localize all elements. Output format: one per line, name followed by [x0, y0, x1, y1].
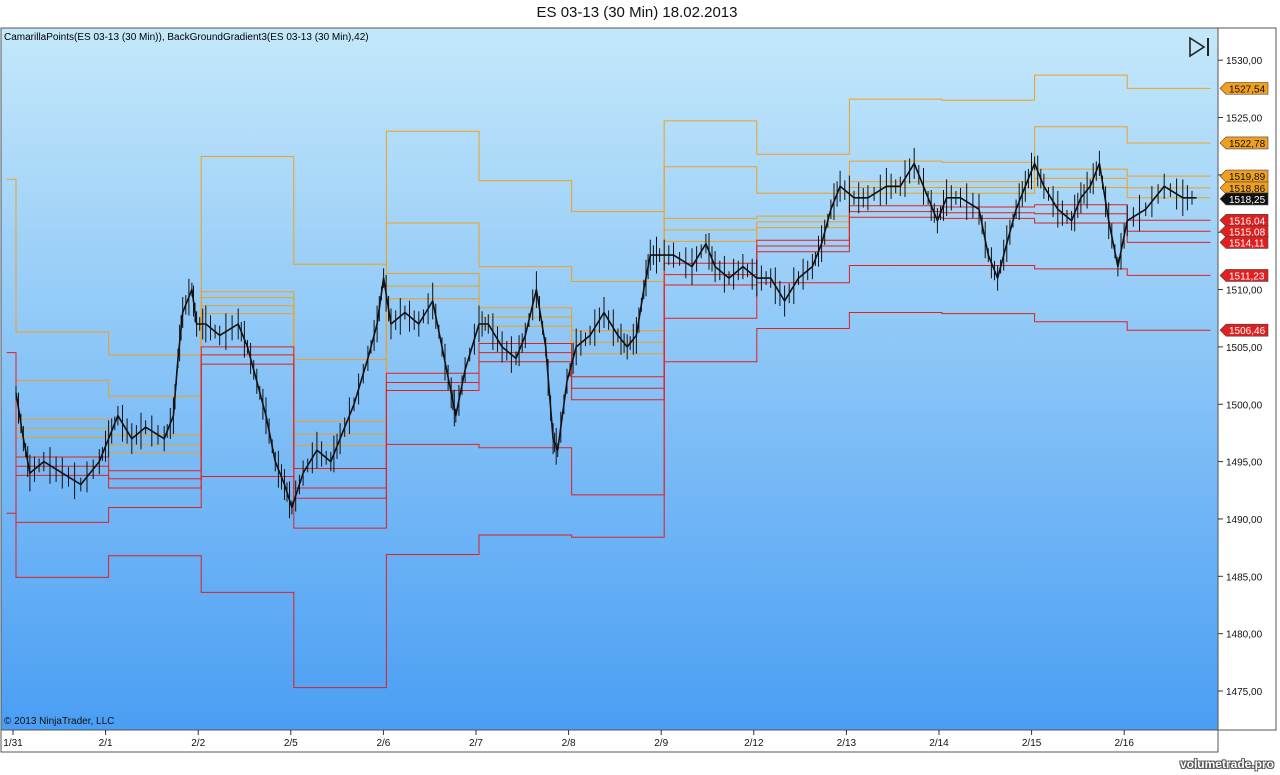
- x-tick-label: 2/16: [1114, 738, 1134, 749]
- x-tick-label: 2/9: [654, 738, 668, 749]
- x-tick-label: 2/7: [469, 738, 483, 749]
- x-tick-label: 1/31: [3, 738, 23, 749]
- x-tick-label: 2/15: [1022, 738, 1042, 749]
- price-line: [15, 162, 1197, 509]
- price-label-text: 1516,04: [1229, 216, 1266, 227]
- y-tick-label: 1480,00: [1226, 630, 1263, 641]
- y-tick-label: 1475,00: [1226, 687, 1263, 698]
- price-label-text: 1519,89: [1229, 172, 1266, 183]
- x-tick-label: 2/2: [191, 738, 205, 749]
- x-tick-label: 2/8: [562, 738, 576, 749]
- price-label-tag-support: [1219, 236, 1269, 249]
- x-axis-panel: [0, 729, 1219, 753]
- price-label-text: 1527,54: [1229, 84, 1266, 95]
- price-label-text: 1518,25: [1229, 195, 1266, 206]
- support-line-9: [6, 312, 1211, 689]
- y-tick-label: 1530,00: [1226, 56, 1263, 67]
- resistance-line-1: [16, 126, 1211, 397]
- y-axis-panel: [1217, 27, 1277, 731]
- price-label-text: 1511,23: [1229, 271, 1265, 282]
- price-label-tag-support: [1219, 224, 1269, 238]
- price-label-tag-resistance: [1219, 169, 1269, 183]
- indicator-label: CamarillaPoints(ES 03-13 (30 Min)), Back…: [4, 32, 369, 43]
- price-label-tag-support: [1219, 269, 1269, 282]
- x-axis: 1/31 2/1 2/2 2/5 2/6 2/7 2/8 2/9 2/12 2/13 2/14 2/1…: [3, 730, 1134, 749]
- price-label-tag-resistance: [1219, 136, 1269, 150]
- price-series: [15, 147, 1197, 519]
- price-label-tag-support: [1219, 213, 1269, 227]
- plot-area: [0, 27, 1219, 731]
- price-label-text: 1522,78: [1229, 139, 1266, 150]
- price-label-text: 1514,11: [1229, 238, 1265, 249]
- y-tick-label: 1510,00: [1226, 286, 1263, 297]
- resistance-line-0: [6, 74, 1211, 356]
- x-tick-label: 2/12: [744, 738, 764, 749]
- price-label-text: 1518,86: [1229, 184, 1266, 195]
- y-tick-label: 1505,00: [1226, 343, 1263, 354]
- y-tick-label: 1485,00: [1226, 572, 1263, 583]
- chart-title: ES 03-13 (30 Min) 18.02.2013: [536, 4, 738, 21]
- go-to-end-icon[interactable]: [1188, 36, 1212, 58]
- x-tick-label: 2/14: [929, 738, 949, 749]
- watermark-text: volumetrade.pro: [1179, 757, 1274, 771]
- y-tick-label: 1500,00: [1226, 400, 1263, 411]
- y-tick-label: 1495,00: [1226, 458, 1263, 469]
- x-tick-label: 2/6: [376, 738, 390, 749]
- x-tick-label: 2/1: [99, 738, 113, 749]
- price-label-tag-support: [1219, 323, 1269, 337]
- price-label-text: 1515,08: [1229, 227, 1266, 238]
- x-tick-label: 2/5: [284, 738, 298, 749]
- y-tick-label: 1525,00: [1226, 114, 1263, 125]
- copyright-text: © 2013 NinjaTrader, LLC: [4, 716, 115, 727]
- x-tick-label: 2/13: [837, 738, 857, 749]
- y-tick-label: 1490,00: [1226, 515, 1263, 526]
- price-label-tag-resistance: [1219, 82, 1269, 95]
- price-label-tag-last: [1219, 192, 1269, 206]
- price-label-tag-resistance: [1219, 181, 1269, 195]
- price-label-text: 1506,46: [1229, 326, 1266, 337]
